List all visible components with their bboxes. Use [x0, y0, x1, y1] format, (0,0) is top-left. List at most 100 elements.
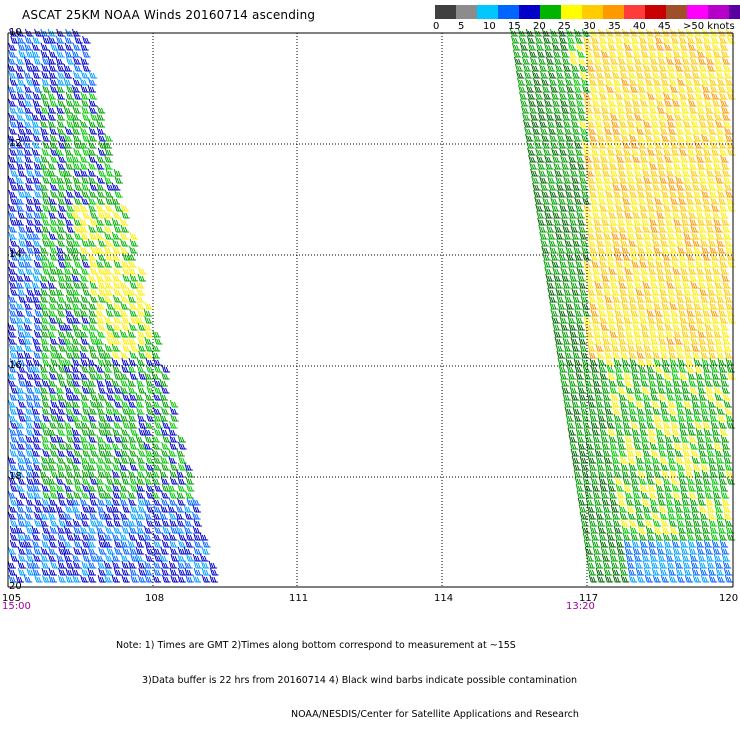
- wind-barb: [89, 217, 99, 226]
- wind-barb: [104, 378, 114, 387]
- wind-barb: [74, 35, 83, 44]
- wind-barb: [553, 105, 562, 114]
- wind-barb: [40, 105, 50, 114]
- wind-barb: [10, 287, 19, 296]
- wind-barb: [631, 203, 640, 212]
- wind-barb: [571, 399, 581, 408]
- wind-barb: [113, 287, 122, 296]
- wind-barb: [47, 168, 57, 177]
- wind-barb: [723, 511, 733, 520]
- wind-barb: [57, 196, 66, 205]
- wind-barb: [87, 238, 97, 247]
- wind-barb: [654, 476, 664, 485]
- wind-barb: [698, 168, 707, 177]
- wind-barb: [81, 399, 90, 408]
- wind-barb: [137, 343, 147, 352]
- wind-speed-legend: 0 5 10 15 20 25 30 35 40 45 >50 knots: [433, 5, 740, 32]
- wind-barb: [8, 224, 18, 233]
- wind-barb: [700, 462, 710, 471]
- wind-barb: [688, 322, 697, 331]
- wind-barb: [704, 210, 713, 219]
- wind-barb: [18, 238, 27, 247]
- wind-barb: [193, 539, 203, 548]
- wind-barb: [719, 427, 729, 436]
- wind-barb: [682, 280, 691, 289]
- wind-barb: [41, 63, 50, 72]
- wind-barb: [81, 182, 91, 191]
- legend-swatch: [687, 5, 708, 19]
- wind-barb: [655, 539, 665, 548]
- wind-barb: [564, 70, 573, 79]
- wind-barb: [49, 420, 58, 429]
- wind-barb: [703, 203, 712, 212]
- wind-barb: [40, 350, 50, 359]
- wind-barb: [539, 175, 548, 184]
- wind-barb: [680, 434, 690, 443]
- wind-barb: [727, 91, 736, 100]
- wind-barb: [49, 343, 59, 352]
- wind-barb: [513, 56, 523, 65]
- wind-barb: [696, 434, 706, 443]
- wind-barb: [617, 441, 627, 450]
- wind-barb: [707, 63, 716, 72]
- wind-barb: [626, 560, 636, 569]
- wind-barb: [634, 392, 643, 401]
- wind-barb: [635, 287, 644, 296]
- wind-barb: [718, 35, 728, 44]
- wind-barb: [153, 378, 163, 387]
- wind-barb: [656, 49, 666, 58]
- wind-barb: [571, 455, 581, 464]
- wind-barb: [597, 245, 606, 254]
- wind-barb: [677, 525, 687, 534]
- wind-barb: [697, 273, 706, 282]
- wind-barb: [47, 553, 57, 562]
- wind-barb: [96, 455, 106, 464]
- wind-barb: [695, 259, 704, 268]
- note-line-1: Note: 1) Times are GMT 2)Times along bot…: [116, 640, 516, 651]
- wind-barb: [104, 315, 113, 324]
- wind-barb: [89, 420, 98, 429]
- wind-barb: [652, 182, 661, 191]
- wind-barb: [563, 399, 573, 408]
- wind-barb: [637, 413, 647, 422]
- wind-barb: [714, 112, 723, 121]
- wind-barb: [145, 455, 155, 464]
- wind-barb: [547, 231, 556, 240]
- wind-barb: [571, 343, 580, 352]
- wind-barb: [47, 161, 57, 170]
- wind-barb: [623, 42, 633, 51]
- wind-barb: [599, 427, 609, 436]
- wind-barb: [589, 357, 598, 366]
- wind-barb: [620, 574, 630, 583]
- wind-barb: [160, 448, 170, 457]
- wind-barb: [611, 287, 620, 296]
- wind-barb: [515, 63, 524, 72]
- wind-barb: [606, 140, 615, 149]
- wind-barb: [607, 427, 617, 436]
- wind-barb: [573, 77, 582, 86]
- wind-barb: [715, 63, 724, 72]
- wind-barb: [17, 133, 27, 142]
- wind-barb: [552, 266, 561, 275]
- wind-barb: [715, 175, 724, 184]
- wind-barb: [609, 441, 619, 450]
- wind-barb: [644, 350, 653, 359]
- wind-barb: [662, 532, 672, 541]
- wind-barb: [580, 70, 589, 79]
- wind-barb: [647, 203, 656, 212]
- wind-barb: [103, 469, 113, 478]
- wind-barb: [57, 182, 67, 191]
- wind-barb: [41, 567, 50, 576]
- wind-barb: [153, 518, 163, 527]
- wind-barb: [128, 434, 137, 443]
- wind-barb: [510, 35, 520, 44]
- wind-barb: [87, 427, 97, 436]
- wind-barb: [616, 49, 626, 58]
- wind-barb: [80, 511, 90, 520]
- wind-barb: [73, 203, 82, 212]
- wind-barb: [40, 259, 50, 268]
- wind-barb: [87, 483, 97, 492]
- wind-barb: [650, 112, 659, 121]
- wind-barb: [585, 385, 594, 394]
- wind-barb: [616, 98, 625, 107]
